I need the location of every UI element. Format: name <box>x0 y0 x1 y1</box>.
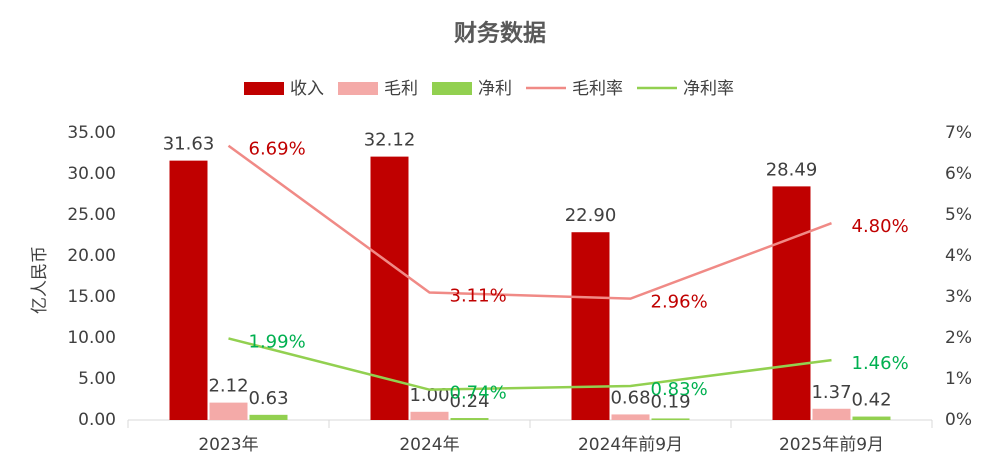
bar <box>249 414 288 420</box>
bar-label: 0.42 <box>851 390 891 411</box>
legend-label: 净利 <box>478 79 512 99</box>
x-tick-label: 2023年 <box>198 435 258 455</box>
legend-marker <box>432 82 472 95</box>
bar-label: 31.63 <box>163 134 215 155</box>
line-label: 3.11% <box>450 285 507 306</box>
line-label: 4.80% <box>852 216 909 237</box>
legend-label: 收入 <box>290 79 324 99</box>
line-label: 6.69% <box>249 139 306 160</box>
bar <box>450 418 489 420</box>
line <box>227 144 832 300</box>
bar <box>772 186 811 420</box>
x-tick-label: 2024年前9月 <box>578 435 683 455</box>
y2-tick-label: 0% <box>945 410 972 430</box>
y-tick-label: 25.00 <box>67 205 116 225</box>
bar-label: 1.00 <box>409 385 449 406</box>
line-label: 2.96% <box>651 292 708 313</box>
bar-label: 0.19 <box>650 391 690 412</box>
legend-marker <box>338 82 378 95</box>
bar-label: 28.49 <box>766 159 818 180</box>
bar-label: 2.12 <box>208 376 248 397</box>
line-label: 0.83% <box>651 379 708 400</box>
y2-tick-label: 3% <box>945 287 972 307</box>
y-axis-title: 亿人民币 <box>30 246 50 314</box>
y2-tick-label: 4% <box>945 246 972 266</box>
bar <box>410 411 449 420</box>
line-label: 1.46% <box>852 353 909 374</box>
y2-tick-label: 2% <box>945 328 972 348</box>
bar-label: 0.68 <box>610 387 650 408</box>
chart-title: 财务数据 <box>454 21 546 47</box>
legend-label: 净利率 <box>683 79 734 99</box>
y-tick-label: 20.00 <box>67 246 116 266</box>
line <box>228 337 832 391</box>
y2-tick-label: 6% <box>945 164 972 184</box>
y-tick-label: 15.00 <box>67 287 116 307</box>
y2-tick-label: 5% <box>945 205 972 225</box>
bar-label: 22.90 <box>565 205 617 226</box>
bar <box>651 418 690 420</box>
y-tick-label: 10.00 <box>67 328 116 348</box>
y-tick-label: 35.00 <box>67 123 116 143</box>
y2-tick-label: 7% <box>945 123 972 143</box>
y-tick-label: 30.00 <box>67 164 116 184</box>
bar <box>611 414 650 420</box>
bar-label: 1.37 <box>811 382 851 403</box>
line-label: 1.99% <box>249 331 306 352</box>
bar <box>852 416 891 420</box>
bar <box>209 402 248 420</box>
line-label: 0.74% <box>450 383 507 404</box>
bar-label: 0.24 <box>449 391 489 412</box>
x-tick-label: 2024年 <box>399 435 459 455</box>
bar-label: 0.63 <box>248 388 288 409</box>
y-tick-label: 5.00 <box>78 369 116 389</box>
y-tick-label: 0.00 <box>78 410 116 430</box>
y2-tick-label: 1% <box>945 369 972 389</box>
legend-marker <box>244 82 284 95</box>
bar <box>812 408 851 420</box>
bar <box>571 232 610 420</box>
bar <box>169 160 208 420</box>
legend-label: 毛利 <box>384 79 418 99</box>
bar-label: 32.12 <box>364 130 416 151</box>
x-tick-label: 2025年前9月 <box>779 435 884 455</box>
legend-label: 毛利率 <box>572 79 623 99</box>
